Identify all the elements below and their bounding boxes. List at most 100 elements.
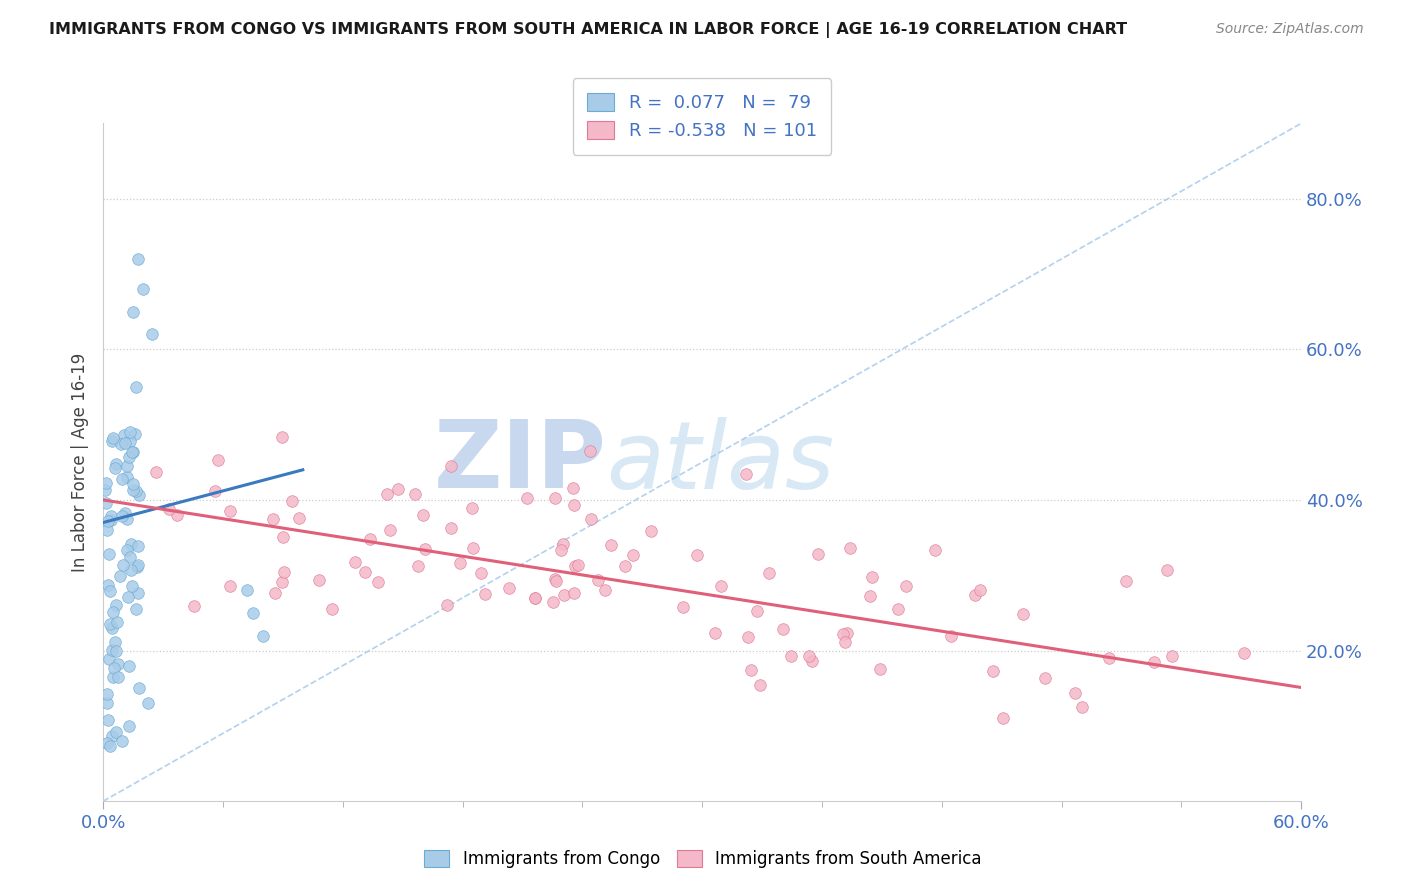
Point bbox=[117, 590, 139, 604]
Point bbox=[115, 542, 138, 557]
Point bbox=[924, 543, 946, 558]
Point bbox=[105, 615, 128, 629]
Point bbox=[965, 588, 987, 602]
Point bbox=[132, 282, 155, 296]
Point bbox=[124, 380, 146, 394]
Point bbox=[104, 724, 127, 739]
Point bbox=[613, 559, 636, 574]
Point bbox=[136, 696, 159, 710]
Point bbox=[436, 598, 458, 612]
Point bbox=[404, 487, 426, 501]
Point bbox=[111, 734, 134, 748]
Point bbox=[183, 599, 205, 613]
Point bbox=[1035, 671, 1057, 685]
Point bbox=[101, 605, 124, 619]
Point bbox=[110, 437, 132, 451]
Point bbox=[578, 444, 600, 458]
Point bbox=[121, 304, 143, 318]
Point bbox=[474, 587, 496, 601]
Point bbox=[120, 563, 142, 577]
Point bbox=[100, 729, 122, 743]
Point bbox=[308, 573, 330, 587]
Point bbox=[463, 541, 485, 556]
Point bbox=[204, 484, 226, 499]
Point bbox=[862, 570, 884, 584]
Point bbox=[263, 586, 285, 600]
Point bbox=[100, 513, 122, 527]
Point bbox=[562, 586, 585, 600]
Point bbox=[832, 627, 855, 641]
Point bbox=[97, 578, 120, 592]
Point bbox=[127, 585, 149, 599]
Point bbox=[886, 602, 908, 616]
Point bbox=[799, 648, 821, 663]
Point bbox=[118, 550, 141, 565]
Point bbox=[121, 445, 143, 459]
Point bbox=[117, 458, 139, 473]
Point bbox=[127, 558, 149, 573]
Point bbox=[219, 503, 242, 517]
Point bbox=[1156, 563, 1178, 577]
Point bbox=[121, 477, 143, 491]
Text: IMMIGRANTS FROM CONGO VS IMMIGRANTS FROM SOUTH AMERICA IN LABOR FORCE | AGE 16-1: IMMIGRANTS FROM CONGO VS IMMIGRANTS FROM… bbox=[49, 22, 1128, 38]
Point bbox=[118, 450, 141, 465]
Point bbox=[772, 622, 794, 636]
Point bbox=[359, 533, 381, 547]
Text: Source: ZipAtlas.com: Source: ZipAtlas.com bbox=[1216, 22, 1364, 37]
Point bbox=[101, 434, 124, 448]
Point bbox=[127, 539, 149, 553]
Point bbox=[1233, 647, 1256, 661]
Point bbox=[273, 565, 295, 579]
Point bbox=[157, 501, 180, 516]
Point bbox=[111, 558, 134, 573]
Point bbox=[105, 598, 128, 612]
Point bbox=[118, 658, 141, 673]
Point bbox=[111, 472, 134, 486]
Point bbox=[440, 459, 463, 474]
Point bbox=[121, 579, 143, 593]
Point bbox=[1142, 655, 1164, 669]
Point bbox=[101, 669, 124, 683]
Point bbox=[1070, 700, 1092, 714]
Legend: R =  0.077   N =  79, R = -0.538   N = 101: R = 0.077 N = 79, R = -0.538 N = 101 bbox=[572, 78, 831, 155]
Point bbox=[103, 661, 125, 675]
Point bbox=[100, 617, 122, 632]
Point bbox=[118, 434, 141, 449]
Point bbox=[600, 538, 623, 552]
Point bbox=[124, 602, 146, 616]
Point bbox=[96, 687, 118, 701]
Point bbox=[1012, 607, 1035, 622]
Point bbox=[124, 427, 146, 442]
Point bbox=[271, 430, 294, 444]
Point bbox=[104, 643, 127, 657]
Point bbox=[114, 436, 136, 450]
Point bbox=[686, 548, 709, 562]
Point bbox=[562, 481, 585, 495]
Point bbox=[96, 696, 118, 710]
Point bbox=[758, 566, 780, 580]
Point bbox=[98, 584, 121, 599]
Point bbox=[236, 583, 259, 598]
Point bbox=[166, 508, 188, 523]
Text: atlas: atlas bbox=[606, 417, 835, 508]
Point bbox=[1064, 686, 1087, 700]
Point bbox=[343, 555, 366, 569]
Point bbox=[710, 579, 733, 593]
Point bbox=[567, 558, 589, 572]
Point bbox=[145, 466, 167, 480]
Point bbox=[553, 588, 575, 602]
Point bbox=[101, 621, 124, 635]
Point bbox=[242, 606, 264, 620]
Point bbox=[125, 559, 148, 574]
Point bbox=[749, 678, 772, 692]
Point bbox=[104, 457, 127, 471]
Point bbox=[835, 625, 858, 640]
Point bbox=[413, 542, 436, 557]
Point bbox=[97, 652, 120, 666]
Point bbox=[380, 523, 402, 537]
Point bbox=[94, 496, 117, 510]
Point bbox=[737, 630, 759, 644]
Point bbox=[564, 558, 586, 573]
Point bbox=[100, 508, 122, 523]
Point bbox=[114, 506, 136, 520]
